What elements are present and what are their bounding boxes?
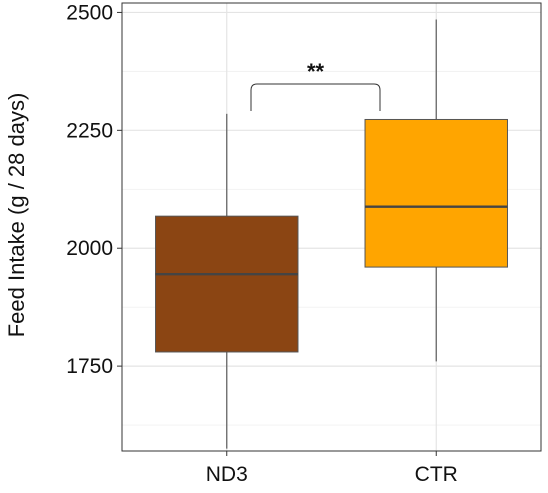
y-tick-label: 2000 xyxy=(66,237,113,260)
significance-label: ** xyxy=(307,59,325,84)
y-tick-label: 2250 xyxy=(66,119,113,142)
box-body xyxy=(364,118,508,268)
box-body xyxy=(155,215,299,353)
x-tick-label: CTR xyxy=(415,463,458,486)
box-ctr xyxy=(364,19,508,362)
significance-annotation: ** xyxy=(250,59,381,111)
significance-bracket xyxy=(250,83,381,111)
y-tick-label: 1750 xyxy=(66,355,113,378)
box-series xyxy=(155,19,508,449)
box-nd3 xyxy=(155,113,299,449)
y-axis-title: Feed Intake (g / 28 days) xyxy=(4,93,29,338)
plot-panel-border xyxy=(121,2,542,452)
y-tick-label: 2500 xyxy=(66,1,113,24)
x-tick-label: ND3 xyxy=(206,463,248,486)
axis-ticks: 1750 2000 2250 2500 ND3 CTR xyxy=(66,1,458,486)
